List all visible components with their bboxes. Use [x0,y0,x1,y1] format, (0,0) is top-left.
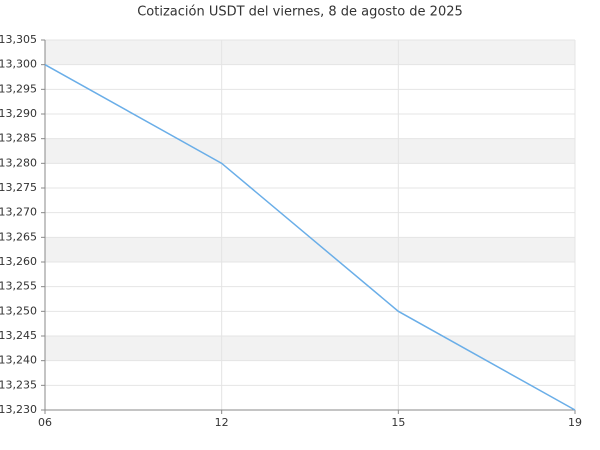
y-tick-label: 13,235 [0,378,37,391]
grid-band [45,385,575,410]
y-tick-label: 13,255 [0,280,37,293]
y-tick-label: 13,300 [0,58,37,71]
x-tick-label: 19 [568,416,582,429]
y-tick-label: 13,305 [0,33,37,46]
y-tick-label: 13,230 [0,403,37,416]
grid-band [45,40,575,65]
y-tick-label: 13,245 [0,329,37,342]
y-tick-label: 13,250 [0,304,37,317]
x-tick-label: 06 [38,416,52,429]
y-tick-label: 13,260 [0,255,37,268]
y-tick-label: 13,275 [0,181,37,194]
y-tick-label: 13,265 [0,230,37,243]
grid-band [45,138,575,164]
y-tick-label: 13,280 [0,156,37,169]
grid-band [45,336,575,361]
chart-title: Cotización USDT del viernes, 8 de agosto… [137,5,463,20]
y-tick-label: 13,290 [0,107,37,120]
line [44,64,576,411]
grid-band [45,237,575,262]
grid-band [45,286,575,312]
y-tick-label: 13,270 [0,206,37,219]
y-tick-label: 13,240 [0,354,37,367]
x-tick-label: 12 [215,416,229,429]
x-tick-label: 15 [391,416,405,429]
y-tick-label: 13,285 [0,132,37,145]
grid-band [45,188,575,213]
y-tick-label: 13,295 [0,82,37,95]
grid-band [45,89,575,114]
